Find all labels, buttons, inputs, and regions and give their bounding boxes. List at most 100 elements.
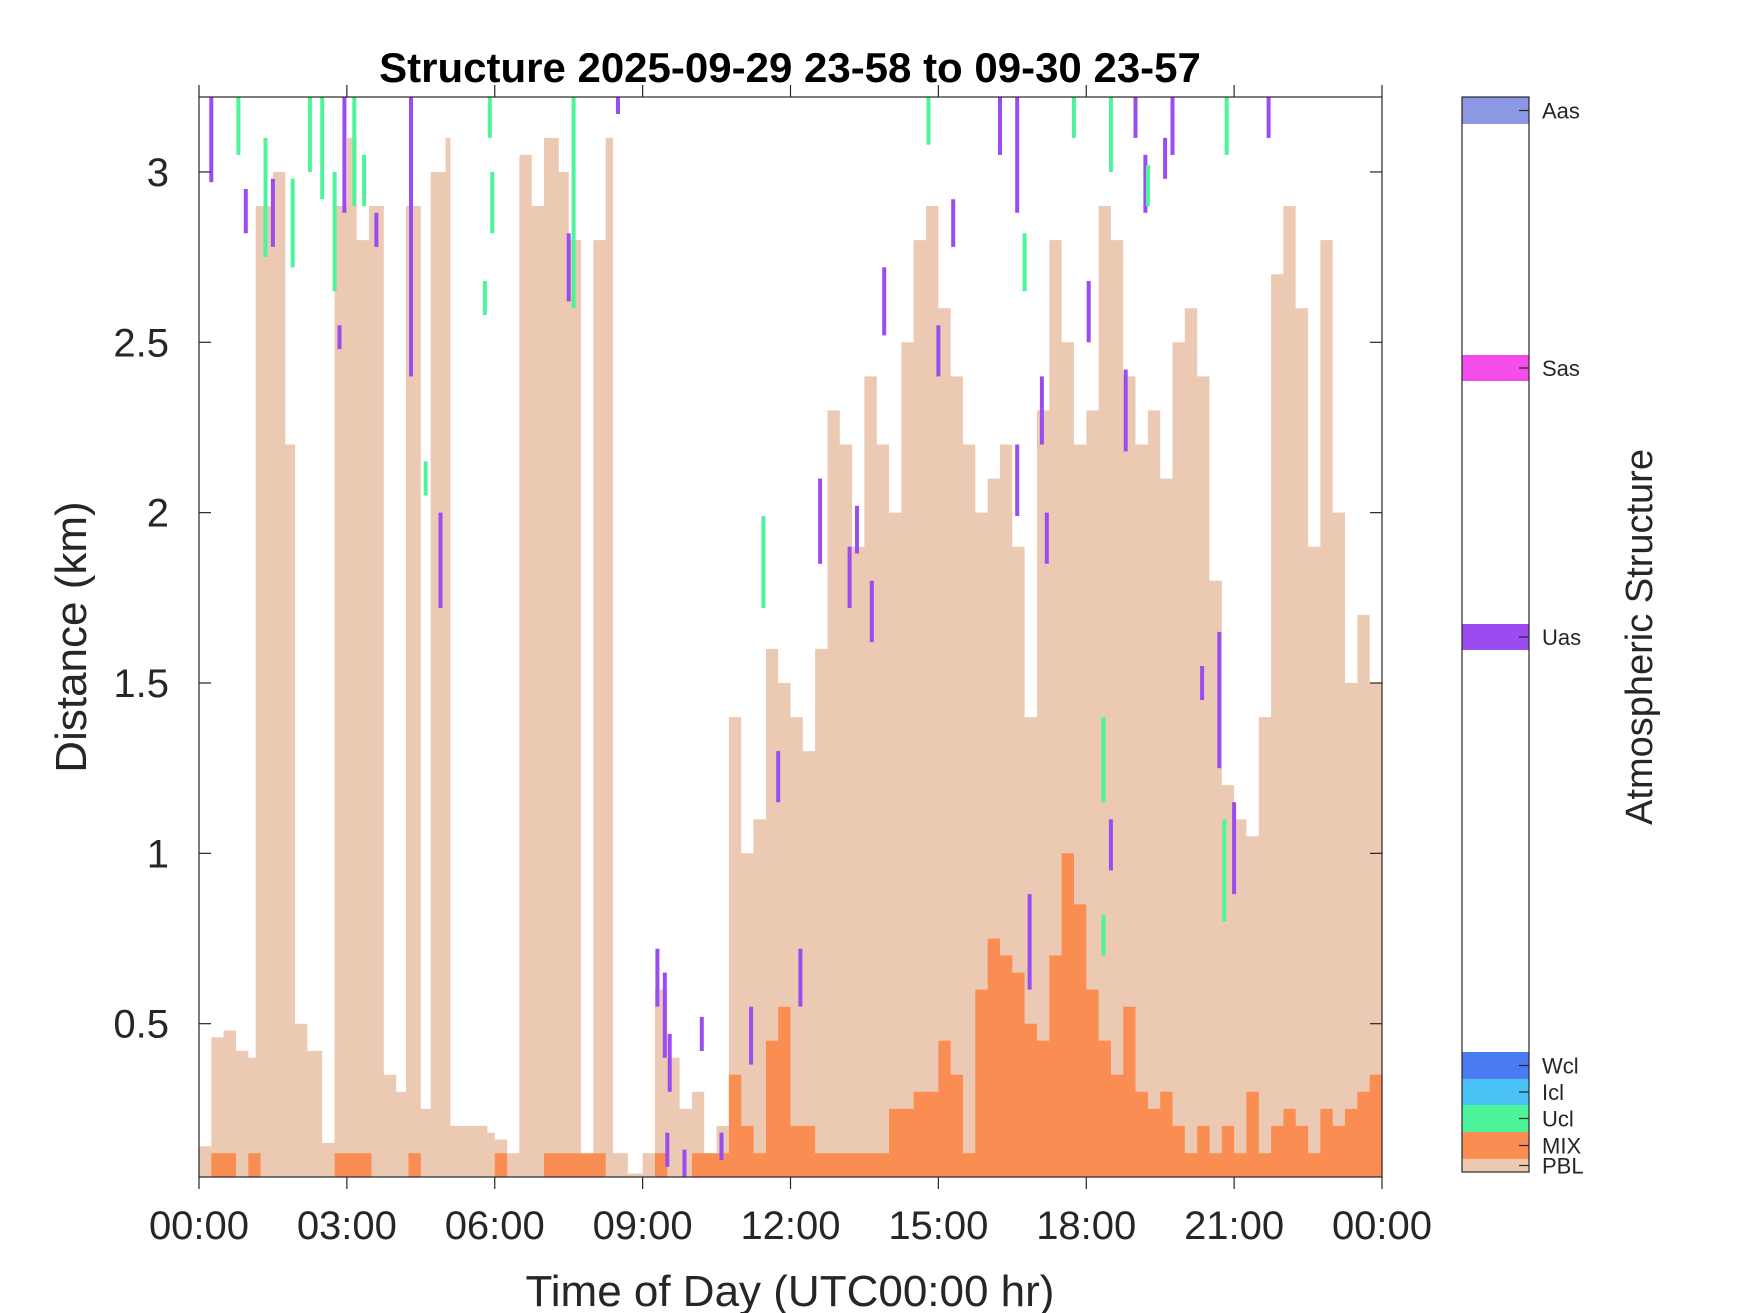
segment-uas <box>1170 97 1175 155</box>
x-axis: 00:00 03:00 06:00 09:00 12:00 15:00 18:00 21:00… <box>149 85 1432 1248</box>
segment-uas <box>1200 666 1205 701</box>
segment-uas <box>1027 894 1032 990</box>
segment-ucl <box>490 172 495 234</box>
segment-uas <box>1266 97 1271 138</box>
segment-ucl <box>761 516 766 609</box>
y-tick-label: 2 <box>147 492 169 536</box>
plot-area <box>199 97 1382 1177</box>
segment-ucl <box>236 97 241 155</box>
colorbar-band-pbl <box>1462 1159 1529 1172</box>
colorbar-label: Icl <box>1542 1080 1564 1105</box>
segment-ucl <box>1022 233 1027 292</box>
segment-ucl <box>482 281 487 316</box>
segment-ucl <box>320 97 325 200</box>
segment-uas <box>1044 512 1049 564</box>
colorbar-band-sas <box>1462 355 1529 381</box>
segment-uas <box>998 97 1002 155</box>
segment-uas <box>243 189 248 234</box>
segment-uas <box>1163 137 1168 179</box>
segment-uas <box>1039 376 1044 445</box>
segment-uas <box>270 178 275 247</box>
x-tick-label: 00:00 <box>149 1204 249 1248</box>
colorbar-band-wcl <box>1462 1052 1529 1079</box>
segment-uas <box>1108 819 1113 871</box>
segment-ucl <box>332 172 337 292</box>
segment-uas <box>882 267 887 336</box>
segment-ucl <box>926 97 931 145</box>
y-tick-label: 2.5 <box>113 321 169 365</box>
segment-uas <box>699 1016 704 1051</box>
colorbar-band-icl <box>1462 1079 1529 1105</box>
segment-uas <box>1232 802 1237 895</box>
y-axis: 0.5 1 1.5 2 2.5 3 <box>113 151 1382 1047</box>
colorbar-label: PBL <box>1542 1154 1584 1179</box>
segment-uas <box>566 233 571 302</box>
colorbar-label: Ucl <box>1542 1107 1574 1132</box>
segment-uas <box>798 948 803 1007</box>
y-tick-label: 1.5 <box>113 662 169 706</box>
colorbar-label: Uas <box>1542 625 1581 650</box>
segment-ucl <box>1222 819 1227 922</box>
segment-uas <box>374 212 379 247</box>
segment-ucl <box>487 97 492 138</box>
segment-uas <box>616 97 620 114</box>
segment-uas <box>1015 97 1020 213</box>
x-tick-label: 15:00 <box>888 1204 988 1248</box>
y-tick-label: 3 <box>147 151 169 195</box>
segment-uas <box>667 1033 672 1092</box>
segment-ucl <box>290 178 295 268</box>
segment-uas <box>869 580 874 643</box>
mix-area <box>199 853 1382 1177</box>
segment-uas <box>1123 369 1128 452</box>
segment-ucl <box>263 137 268 258</box>
segment-ucl <box>571 97 576 309</box>
segment-ucl <box>1108 97 1113 172</box>
segment-uas <box>1143 154 1148 213</box>
segment-uas <box>409 97 413 377</box>
segment-uas <box>936 325 941 377</box>
x-tick-label: 12:00 <box>740 1204 840 1248</box>
x-tick-label: 06:00 <box>445 1204 545 1248</box>
segment-uas <box>682 1149 687 1177</box>
colorbar-band-uas <box>1462 624 1529 650</box>
segment-uas <box>1217 631 1222 769</box>
segment-uas <box>1133 97 1138 138</box>
segment-ucl <box>423 461 428 496</box>
segment-uas <box>342 97 347 213</box>
segment-ucl <box>1224 97 1229 155</box>
x-tick-label: 00:00 <box>1332 1204 1432 1248</box>
x-axis-label: Time of Day (UTC00:00 hr) <box>526 1267 1055 1313</box>
segment-ucl <box>1071 97 1076 138</box>
colorbar-band-ucl <box>1462 1105 1529 1132</box>
colorbar-label: Sas <box>1542 356 1580 381</box>
segment-uas <box>1015 444 1020 516</box>
segment-uas <box>665 1132 670 1167</box>
segment-ucl <box>1101 914 1106 956</box>
segment-ucl <box>352 97 357 206</box>
colorbar-band-aas <box>1462 97 1529 124</box>
segment-ucl <box>1101 717 1106 803</box>
segment-uas <box>719 1132 724 1160</box>
colorbar-label: MIX <box>1542 1134 1581 1159</box>
x-tick-label: 21:00 <box>1184 1204 1284 1248</box>
chart-title: Structure 2025-09-29 23-58 to 09-30 23-5… <box>379 44 1201 91</box>
x-tick-label: 03:00 <box>297 1204 397 1248</box>
y-axis-label: Distance (km) <box>47 501 96 772</box>
segment-uas <box>749 1006 754 1065</box>
y-tick-label: 1 <box>147 832 169 876</box>
x-tick-label: 09:00 <box>593 1204 693 1248</box>
segment-uas <box>337 325 342 350</box>
colorbar-label: Aas <box>1542 99 1580 124</box>
segment-uas <box>209 97 214 183</box>
segment-ucl <box>362 154 367 206</box>
segment-ucl <box>1145 165 1150 206</box>
segment-uas <box>655 948 660 1007</box>
colorbar-band-mix <box>1462 1132 1529 1159</box>
segment-uas <box>438 512 443 608</box>
segment-uas <box>818 478 823 564</box>
segment-uas <box>662 972 667 1058</box>
colorbar-frame <box>1461 96 1530 1173</box>
segment-ucl <box>307 97 312 172</box>
